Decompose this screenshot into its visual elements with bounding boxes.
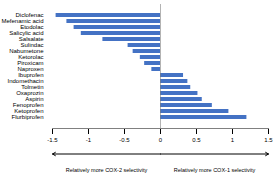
svg-text:1.5: 1.5 bbox=[264, 137, 273, 143]
svg-text:Naproxen: Naproxen bbox=[17, 66, 44, 73]
svg-text:-1.5: -1.5 bbox=[47, 137, 58, 143]
svg-text:Aspirin: Aspirin bbox=[25, 96, 44, 103]
svg-text:0: 0 bbox=[159, 137, 163, 143]
svg-text:-0.5: -0.5 bbox=[119, 137, 130, 143]
svg-text:Nabumetone: Nabumetone bbox=[9, 48, 44, 55]
svg-text:Oxaprozin: Oxaprozin bbox=[16, 90, 44, 97]
svg-text:0.5: 0.5 bbox=[192, 137, 201, 143]
svg-text:-1: -1 bbox=[86, 137, 92, 143]
svg-text:1: 1 bbox=[231, 137, 235, 143]
svg-text:Etodolac: Etodolac bbox=[20, 24, 44, 31]
svg-text:Ketoprofen: Ketoprofen bbox=[14, 108, 44, 115]
svg-text:Sulindac: Sulindac bbox=[20, 42, 44, 49]
svg-text:Salsalate: Salsalate bbox=[18, 36, 44, 43]
svg-text:Piroxicam: Piroxicam bbox=[17, 60, 44, 67]
svg-text:Flurbiprofen: Flurbiprofen bbox=[11, 114, 43, 120]
svg-text:Relatively more COX-1 selectiv: Relatively more COX-1 selectivity bbox=[174, 167, 256, 173]
svg-text:Fenoprofen: Fenoprofen bbox=[12, 102, 44, 109]
svg-text:Salicylic acid: Salicylic acid bbox=[9, 30, 44, 37]
svg-text:Diclofenac: Diclofenac bbox=[15, 12, 44, 19]
svg-text:Tolmetin: Tolmetin bbox=[21, 84, 44, 91]
svg-text:Indomethacin: Indomethacin bbox=[7, 78, 44, 85]
svg-text:Ibuprofen: Ibuprofen bbox=[18, 72, 44, 79]
svg-text:Ketorolac: Ketorolac bbox=[18, 54, 44, 61]
svg-text:Mefenamic acid: Mefenamic acid bbox=[1, 18, 44, 25]
svg-text:Relatively more COX-2 selectiv: Relatively more COX-2 selectivity bbox=[66, 167, 148, 173]
